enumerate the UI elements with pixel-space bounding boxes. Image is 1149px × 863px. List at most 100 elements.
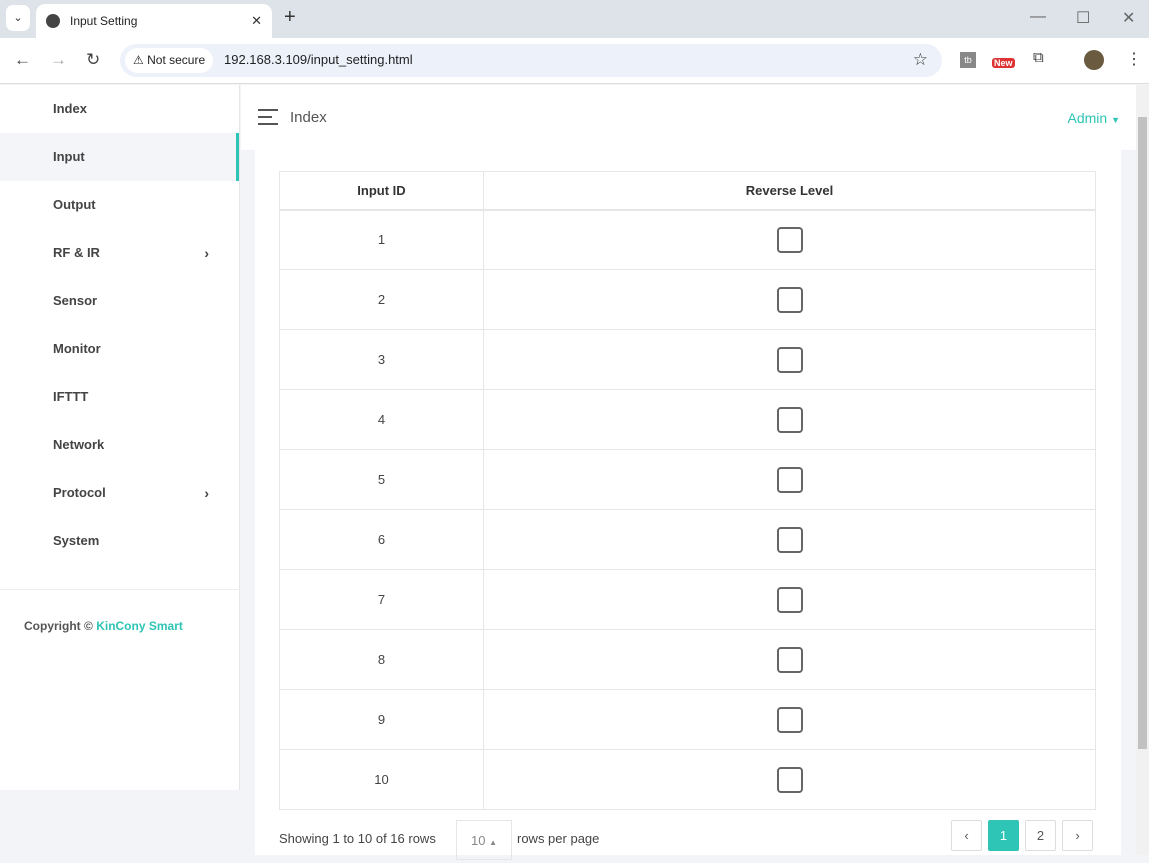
sidebar-item-label: Input	[53, 149, 85, 164]
input-id-cell: 9	[279, 689, 484, 750]
close-tab-icon[interactable]: ✕	[251, 13, 262, 28]
sidebar-item-network[interactable]: Network	[0, 421, 239, 469]
reverse-level-checkbox[interactable]	[776, 526, 803, 553]
table-footer: Showing 1 to 10 of 16 rows 10 ▲ rows per…	[279, 820, 1096, 860]
reverse-level-checkbox[interactable]	[776, 226, 803, 253]
reverse-level-cell	[483, 449, 1096, 510]
sidebar-item-input[interactable]: Input	[0, 133, 239, 181]
more-menu-icon[interactable]: ⋮	[1126, 51, 1142, 68]
sidebar-item-label: Sensor	[53, 293, 98, 308]
admin-dropdown[interactable]: Admin ▼	[1068, 110, 1121, 126]
sidebar-item-sensor[interactable]: Sensor	[0, 277, 239, 325]
sidebar-item-label: IFTTT	[53, 389, 89, 404]
reverse-level-checkbox[interactable]	[776, 346, 803, 373]
pagination-info: Showing 1 to 10 of 16 rows	[279, 831, 436, 846]
tab-title: Input Setting	[70, 14, 138, 28]
extension-icon[interactable]: tb	[960, 52, 976, 68]
sidebar-item-label: Protocol	[53, 485, 106, 500]
browser-tab[interactable]: Input Setting ✕	[36, 4, 272, 38]
chevron-right-icon: ›	[204, 245, 209, 261]
reverse-level-cell	[483, 269, 1096, 330]
reverse-level-checkbox[interactable]	[776, 466, 803, 493]
scrollbar-thumb[interactable]	[1138, 117, 1147, 749]
prev-page-button[interactable]: ‹	[951, 820, 982, 851]
input-id-cell: 4	[279, 389, 484, 450]
reverse-level-cell	[483, 209, 1096, 270]
sidebar-item-system[interactable]: System	[0, 517, 239, 565]
reverse-level-checkbox[interactable]	[776, 586, 803, 613]
content-card: Input ID Reverse Level 1 2 3 4 5 6 7 8 9 10 Showi…	[255, 150, 1121, 860]
table-row: 3	[279, 329, 1096, 390]
caret-up-icon: ▲	[489, 838, 498, 847]
caret-down-icon: ▼	[1111, 115, 1120, 125]
input-id-cell: 8	[279, 629, 484, 690]
sidebar-item-label: Output	[53, 197, 96, 212]
reverse-level-checkbox[interactable]	[776, 766, 803, 793]
new-tab-button[interactable]: +	[284, 6, 296, 28]
sidebar-item-monitor[interactable]: Monitor	[0, 325, 239, 373]
sidebar-item-label: System	[53, 533, 100, 548]
tab-search-button[interactable]: ⌄	[6, 5, 30, 31]
forward-button[interactable]: →	[50, 50, 67, 69]
reverse-level-checkbox[interactable]	[776, 286, 803, 313]
reverse-level-checkbox[interactable]	[776, 406, 803, 433]
close-window-button[interactable]: ✕	[1122, 10, 1136, 27]
scrollbar[interactable]	[1136, 85, 1149, 855]
reverse-level-checkbox[interactable]	[776, 706, 803, 733]
reverse-level-cell	[483, 629, 1096, 690]
back-button[interactable]: ←	[14, 50, 31, 69]
input-table: Input ID Reverse Level 1 2 3 4 5 6 7 8 9 10	[279, 171, 1096, 810]
divider	[0, 589, 240, 590]
next-page-button[interactable]: ›	[1062, 820, 1093, 851]
table-row: 8	[279, 629, 1096, 690]
table-row: 2	[279, 269, 1096, 330]
sidebar-item-label: Index	[53, 101, 87, 116]
table-row: 4	[279, 389, 1096, 450]
maximize-button[interactable]: ☐	[1076, 10, 1091, 27]
tab-strip: ⌄ Input Setting ✕ + — ☐ ✕	[0, 0, 1149, 38]
sidebar: Index Input Output RF & IR › Sensor Monit…	[0, 85, 240, 790]
copyright: Copyright © KinCony Smart	[24, 619, 183, 633]
reverse-level-checkbox[interactable]	[776, 646, 803, 673]
page-1-button[interactable]: 1	[988, 820, 1019, 851]
reverse-level-cell	[483, 509, 1096, 570]
page-title: Index	[290, 109, 327, 126]
reverse-level-cell	[483, 389, 1096, 450]
chevron-right-icon: ›	[204, 485, 209, 501]
table-row: 1	[279, 209, 1096, 270]
admin-label: Admin	[1067, 110, 1108, 126]
input-id-cell: 2	[279, 269, 484, 330]
hamburger-menu-icon[interactable]	[258, 109, 278, 130]
extensions-puzzle-icon[interactable]: ⧉	[1033, 49, 1044, 66]
input-id-cell: 10	[279, 749, 484, 810]
table-row: 10	[279, 749, 1096, 810]
reverse-level-cell	[483, 749, 1096, 810]
reverse-level-cell	[483, 569, 1096, 630]
profile-avatar[interactable]	[1084, 50, 1104, 70]
sidebar-item-protocol[interactable]: Protocol ›	[0, 469, 239, 517]
table-row: 6	[279, 509, 1096, 570]
sidebar-item-rf-ir[interactable]: RF & IR ›	[0, 229, 239, 277]
bookmark-star-icon[interactable]: ☆	[912, 50, 928, 69]
brand-link[interactable]: KinCony Smart	[96, 619, 183, 633]
table-row: 9	[279, 689, 1096, 750]
page-2-button[interactable]: 2	[1025, 820, 1056, 851]
column-header-input-id[interactable]: Input ID	[279, 171, 484, 211]
security-chip[interactable]: ⚠ Not secure	[125, 48, 214, 73]
page-size-select[interactable]: 10 ▲	[456, 820, 512, 860]
sidebar-item-index[interactable]: Index	[0, 85, 239, 133]
input-id-cell: 7	[279, 569, 484, 630]
reload-button[interactable]: ↻	[86, 50, 101, 69]
minimize-button[interactable]: —	[1030, 8, 1046, 25]
url-text[interactable]: 192.168.3.109/input_setting.html	[224, 52, 413, 67]
address-bar[interactable]: ⚠ Not secure 192.168.3.109/input_setting…	[120, 44, 942, 77]
sidebar-item-output[interactable]: Output	[0, 181, 239, 229]
page-header: Index Admin ▼	[241, 85, 1136, 150]
browser-toolbar: ← → ↻ ⚠ Not secure 192.168.3.109/input_s…	[0, 38, 1149, 84]
input-id-cell: 6	[279, 509, 484, 570]
table-row: 5	[279, 449, 1096, 510]
extension-new-badge[interactable]: New	[992, 58, 1015, 68]
table-row: 7	[279, 569, 1096, 630]
column-header-reverse-level[interactable]: Reverse Level	[483, 171, 1096, 211]
sidebar-item-ifttt[interactable]: IFTTT	[0, 373, 239, 421]
